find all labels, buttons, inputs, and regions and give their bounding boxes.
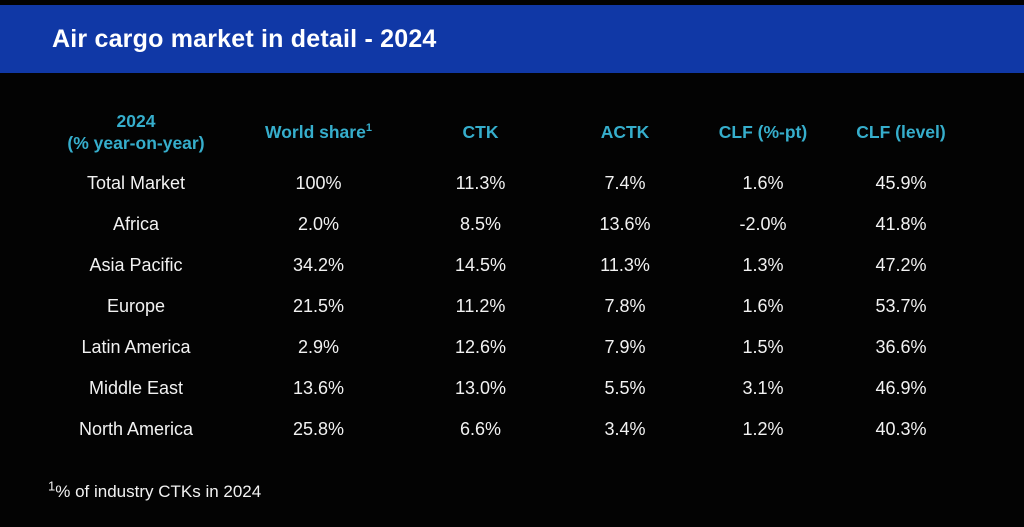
cell-world_share: 25.8% (292, 419, 345, 439)
cell-region: Latin America (81, 337, 191, 357)
column-header-yoy-line1: 2024 (116, 111, 156, 132)
column-header-clf-level: CLF (level) (856, 122, 946, 143)
cell-ctk: 13.0% (454, 378, 507, 398)
column-header-clf-pt: CLF (%-pt) (718, 122, 808, 143)
column-header-world-share: World share1 (232, 122, 405, 144)
cell-clf_pt: 1.3% (742, 255, 784, 275)
table-row: Total Market 100% 11.3% 7.4% 1.6% 45.9% (40, 163, 970, 204)
cell-clf_pt: 1.6% (742, 173, 784, 193)
footnote-marker: 1 (365, 122, 372, 135)
cell-clf_level: 47.2% (875, 255, 927, 275)
cell-region: Asia Pacific (89, 255, 183, 275)
cell-ctk: 11.2% (455, 296, 506, 316)
cell-clf_pt: 3.1% (742, 378, 784, 398)
cell-clf_level: 53.7% (875, 296, 927, 316)
cell-world_share: 34.2% (292, 255, 345, 275)
cell-clf_level: 46.9% (875, 378, 927, 398)
cell-clf_level: 45.9% (875, 173, 927, 193)
column-header-yoy-line2: (% year-on-year) (67, 133, 205, 153)
cell-region: Africa (112, 214, 159, 234)
cell-region: Total Market (86, 173, 186, 193)
cell-world_share: 2.9% (297, 337, 340, 357)
cell-actk: 3.4% (604, 419, 646, 439)
cell-clf_pt: 1.5% (742, 337, 784, 357)
cell-ctk: 12.6% (454, 337, 507, 357)
column-header-ctk: CTK (462, 122, 499, 143)
cell-ctk: 8.5% (459, 214, 502, 234)
table-row: Asia Pacific 34.2% 14.5% 11.3% 1.3% 47.2% (40, 245, 970, 286)
cell-world_share: 13.6% (292, 378, 345, 398)
cell-actk: 5.5% (604, 378, 646, 398)
title-banner: Air cargo market in detail - 2024 (0, 5, 1024, 73)
table-row: Europe 21.5% 11.2% 7.8% 1.6% 53.7% (40, 286, 970, 327)
table-header-row: 2024 (% year-on-year) World share1 CTK A… (40, 103, 970, 163)
cell-world_share: 2.0% (297, 214, 340, 234)
footnote: 1% of industry CTKs in 2024 (48, 479, 262, 502)
column-header-yoy: 2024 (% year-on-year) (40, 111, 232, 155)
footnote-text: % of industry CTKs in 2024 (55, 482, 262, 501)
cell-clf_level: 41.8% (875, 214, 927, 234)
cell-clf_pt: 1.6% (742, 296, 784, 316)
cell-clf_pt: -2.0% (739, 214, 787, 234)
table-row: North America 25.8% 6.6% 3.4% 1.2% 40.3% (40, 409, 970, 450)
column-header-actk: ACTK (600, 122, 650, 143)
column-header-world-share-label: World share (265, 122, 366, 143)
air-cargo-table: 2024 (% year-on-year) World share1 CTK A… (40, 103, 970, 450)
cell-actk: 7.9% (604, 337, 646, 357)
cell-world_share: 21.5% (292, 296, 345, 316)
cell-clf_level: 40.3% (875, 419, 927, 439)
cell-region: Europe (106, 296, 166, 316)
table-body: Total Market 100% 11.3% 7.4% 1.6% 45.9% Africa… (40, 163, 970, 450)
cell-world_share: 100% (295, 173, 342, 193)
cell-actk: 7.8% (604, 296, 646, 316)
cell-actk: 11.3% (600, 255, 650, 275)
table-row: Latin America 2.9% 12.6% 7.9% 1.5% 36.6% (40, 327, 970, 368)
cell-actk: 13.6% (599, 214, 651, 234)
table-row: Middle East 13.6% 13.0% 5.5% 3.1% 46.9% (40, 368, 970, 409)
cell-ctk: 14.5% (454, 255, 507, 275)
footnote-superscript: 1 (48, 478, 56, 494)
cell-actk: 7.4% (604, 173, 646, 193)
cell-region: North America (78, 419, 194, 439)
cell-clf_pt: 1.2% (742, 419, 784, 439)
cell-ctk: 6.6% (459, 419, 502, 439)
page-title: Air cargo market in detail - 2024 (52, 24, 437, 53)
table-row: Africa 2.0% 8.5% 13.6% -2.0% 41.8% (40, 204, 970, 245)
cell-clf_level: 36.6% (875, 337, 927, 357)
cell-ctk: 11.3% (455, 173, 506, 193)
cell-region: Middle East (88, 378, 184, 398)
